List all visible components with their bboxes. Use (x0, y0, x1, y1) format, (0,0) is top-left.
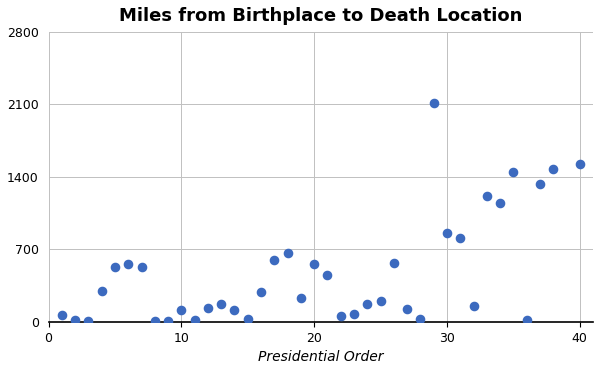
Point (482, 193, 491, 198)
Point (429, 101, 439, 106)
Point (455, 235, 465, 241)
Point (137, 264, 146, 270)
Point (575, 161, 584, 167)
Point (469, 303, 478, 309)
Point (495, 200, 505, 206)
Point (124, 261, 133, 267)
Point (176, 308, 186, 313)
Point (203, 305, 213, 311)
Point (243, 316, 253, 322)
Point (110, 264, 120, 270)
Point (416, 316, 425, 322)
Point (256, 289, 266, 295)
Point (296, 295, 305, 301)
Point (230, 308, 239, 313)
Point (389, 260, 398, 266)
Title: Miles from Birthplace to Death Location: Miles from Birthplace to Death Location (119, 7, 523, 25)
Point (150, 318, 160, 324)
Point (548, 166, 558, 172)
Point (376, 298, 385, 304)
Point (509, 169, 518, 175)
Point (83, 318, 93, 324)
Point (349, 311, 359, 316)
Point (283, 250, 292, 256)
Point (336, 313, 346, 319)
Point (403, 306, 412, 312)
Point (535, 181, 545, 187)
Point (70, 317, 80, 323)
Point (269, 257, 279, 263)
X-axis label: Presidential Order: Presidential Order (258, 350, 383, 364)
Point (323, 272, 332, 278)
Point (217, 301, 226, 307)
Point (163, 318, 173, 324)
Point (190, 317, 199, 323)
Point (310, 261, 319, 267)
Point (97, 288, 106, 294)
Point (442, 230, 452, 236)
Point (362, 301, 372, 307)
Point (522, 317, 532, 323)
Point (57, 312, 67, 318)
